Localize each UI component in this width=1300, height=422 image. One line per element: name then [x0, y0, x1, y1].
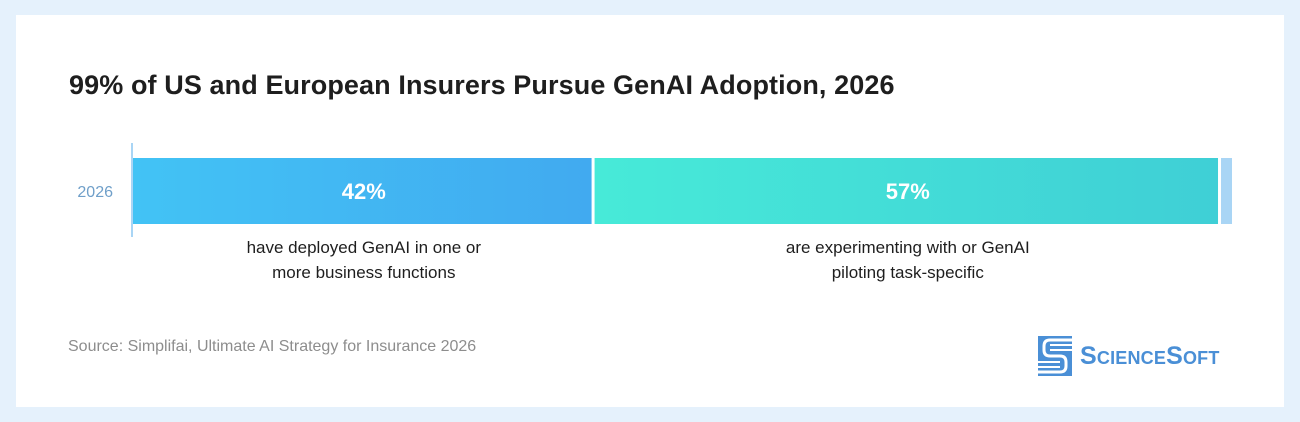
- source-note: Source: Simplifai, Ultimate AI Strategy …: [68, 338, 477, 355]
- bar-value-label-1: 42%: [342, 179, 386, 204]
- bar-segment-1: [133, 158, 592, 224]
- chart-title: 99% of US and European Insurers Pursue G…: [69, 70, 895, 100]
- stacked-bar-chart: 2026 42% have deployed GenAI in one or more…: [77, 143, 1232, 282]
- chart-card: 99% of US and European Insurers Pursue G…: [16, 15, 1284, 407]
- category-label: 2026: [77, 184, 113, 201]
- logo-wordmark: ScienceSoft: [1080, 341, 1220, 370]
- bar-annotation-2: are experimenting with or GenAI piloting …: [786, 238, 1030, 282]
- bar-segment-3: [1221, 158, 1232, 224]
- bar-annotation-1: have deployed GenAI in one or more busine…: [247, 238, 482, 282]
- bar-value-label-2: 57%: [886, 179, 930, 204]
- sciencesoft-logo[interactable]: ScienceSoft: [1038, 336, 1220, 376]
- sciencesoft-logo-icon: [1038, 336, 1072, 376]
- bar-segment-2: [594, 158, 1219, 224]
